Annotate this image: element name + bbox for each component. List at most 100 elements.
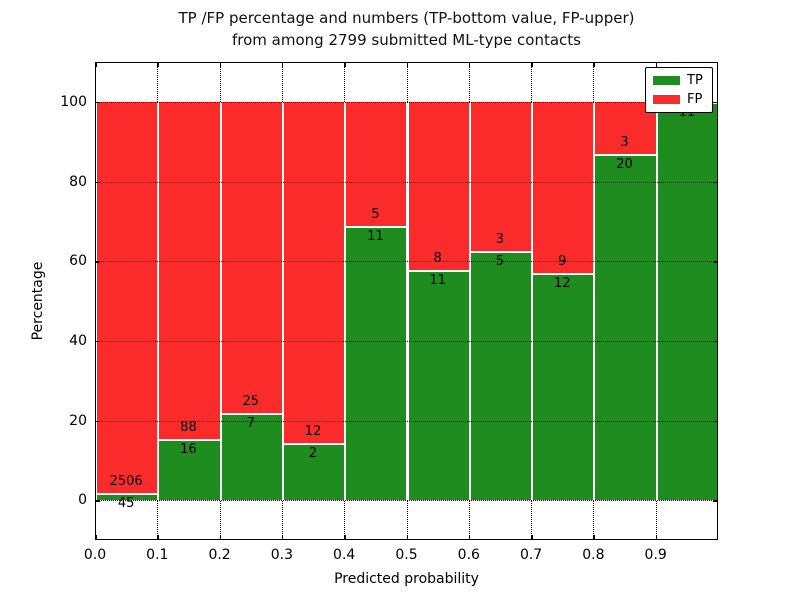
grid-line-horizontal <box>95 181 718 183</box>
chart-title-line1: TP /FP percentage and numbers (TP-bottom… <box>178 9 635 27</box>
bar-segment-fp <box>157 101 220 439</box>
bar-segment-tp <box>219 413 282 501</box>
y-tick-mark <box>713 500 718 502</box>
bar-count-label-tp: 16 <box>180 441 197 457</box>
legend-swatch-tp-icon <box>653 76 680 85</box>
grid-line-horizontal <box>95 500 718 502</box>
y-axis-label: Percentage <box>30 261 46 341</box>
grid-line-horizontal <box>95 261 718 263</box>
bar-segment-tp <box>157 438 220 501</box>
x-tick-label: 0.6 <box>457 547 480 563</box>
bar-segment-fp <box>219 101 282 413</box>
x-tick-mark <box>531 535 533 540</box>
x-tick-label: 0.1 <box>146 547 169 563</box>
bar-segment-tp <box>593 153 656 501</box>
grid-line-horizontal <box>95 101 718 103</box>
bar-segment-fp <box>281 101 345 444</box>
x-axis-label: Predicted probability <box>334 571 479 587</box>
y-tick-mark <box>713 261 718 263</box>
bar-segment-fp <box>468 101 532 252</box>
y-tick-label: 60 <box>69 253 87 270</box>
y-tick-label: 100 <box>60 93 87 110</box>
x-tick-label: 0.0 <box>83 547 107 563</box>
bar-segment-tp <box>468 251 532 501</box>
bar-count-label-fp: 8 <box>433 250 442 266</box>
legend-item-tp: TP <box>653 74 705 87</box>
x-tick-mark <box>157 62 159 67</box>
y-tick-mark <box>713 420 718 422</box>
y-tick-mark <box>713 340 718 343</box>
bar-count-label-fp: 2506 <box>109 474 143 490</box>
legend-label-tp: TP <box>687 73 703 88</box>
x-tick-label: 0.3 <box>270 547 294 563</box>
x-tick-label: 0.2 <box>208 547 231 563</box>
bar-count-label-fp: 3 <box>620 134 629 150</box>
bar-segment-tp <box>655 101 718 501</box>
x-tick-mark <box>531 62 533 67</box>
bar-segment-fp <box>531 101 594 273</box>
y-tick-mark <box>95 500 100 502</box>
x-tick-mark <box>655 62 658 67</box>
x-tick-mark <box>344 62 346 67</box>
y-tick-mark <box>95 340 100 343</box>
bar-count-label-tp: 2 <box>308 446 318 462</box>
bar-segment-tp <box>95 493 158 501</box>
x-tick-mark <box>593 535 595 540</box>
y-tick-label: 40 <box>69 332 87 349</box>
y-tick-mark <box>95 101 100 104</box>
bar-count-label-fp: 5 <box>371 207 380 223</box>
bar-segment-tp <box>281 443 345 501</box>
bar-count-label-tp: 7 <box>246 416 255 431</box>
bar-segment-tp <box>406 269 469 501</box>
bar-segment-fp <box>95 101 158 494</box>
x-tick-label: 0.5 <box>395 547 418 563</box>
x-tick-mark <box>655 535 658 540</box>
x-tick-mark <box>468 62 471 67</box>
x-tick-mark <box>593 62 595 67</box>
bar-count-label-fp: 88 <box>180 419 197 435</box>
bar-count-label-tp: 45 <box>117 496 135 512</box>
y-tick-mark <box>95 420 100 422</box>
x-tick-mark <box>95 62 97 67</box>
x-tick-label: 0.7 <box>519 547 543 563</box>
x-tick-mark <box>219 62 222 67</box>
grid-line-horizontal <box>95 340 718 342</box>
x-tick-label: 0.4 <box>333 547 356 563</box>
legend-swatch-fp-icon <box>653 95 680 104</box>
bar-count-label-tp: 20 <box>616 156 633 172</box>
grid-line-horizontal <box>95 420 718 422</box>
y-tick-label: 80 <box>69 173 87 190</box>
bar-segment-tp <box>531 272 594 501</box>
bar-count-label-fp: 3 <box>495 232 505 248</box>
x-tick-mark <box>406 62 408 67</box>
x-tick-mark <box>468 535 471 540</box>
y-tick-mark <box>95 181 100 183</box>
x-tick-mark <box>406 535 408 540</box>
y-tick-mark <box>713 101 718 104</box>
x-tick-mark <box>281 62 284 67</box>
chart-title-line2: from among 2799 submitted ML-type contac… <box>232 31 581 49</box>
y-tick-label: 0 <box>78 492 87 509</box>
x-tick-mark <box>95 535 97 540</box>
x-tick-mark <box>281 535 284 540</box>
legend-item-fp: FP <box>653 93 705 106</box>
bar-count-label-tp: 11 <box>429 272 446 288</box>
bar-segment-tp <box>344 226 407 501</box>
x-tick-mark <box>219 535 222 540</box>
x-tick-mark <box>344 535 346 540</box>
bar-count-label-fp: 9 <box>558 253 567 269</box>
chart-title: TP /FP percentage and numbers (TP-bottom… <box>95 7 718 51</box>
y-tick-label: 20 <box>69 412 87 429</box>
legend-label-fp: FP <box>687 92 703 107</box>
y-tick-mark <box>713 181 718 183</box>
x-tick-label: 0.9 <box>644 547 667 563</box>
legend: TP FP <box>645 67 713 113</box>
bar-count-label-tp: 11 <box>367 229 384 245</box>
x-tick-mark <box>157 535 159 540</box>
bar-count-label-fp: 12 <box>304 424 322 440</box>
bar-count-label-tp: 12 <box>553 275 571 291</box>
bar-count-label-fp: 25 <box>242 394 260 409</box>
y-tick-mark <box>95 261 100 263</box>
bar-segment-fp <box>344 101 407 227</box>
plot-area: 25064588162571225118113591232011 <box>95 62 718 540</box>
